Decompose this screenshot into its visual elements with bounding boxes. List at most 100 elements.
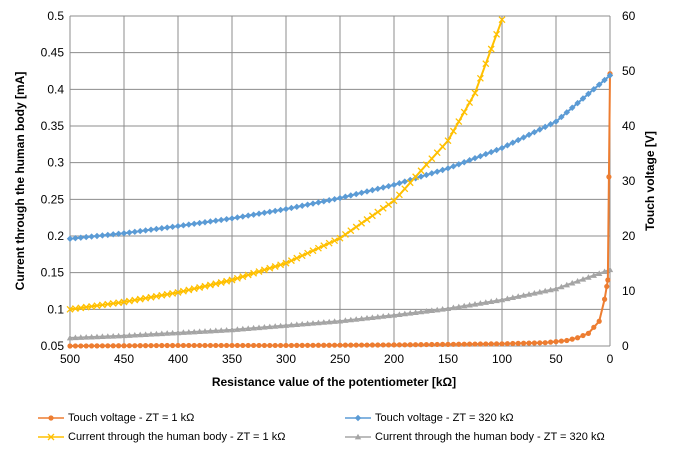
series-point — [126, 332, 133, 338]
series-point — [439, 143, 447, 151]
series-point — [201, 219, 209, 226]
series-point — [229, 342, 235, 349]
series-point — [190, 285, 198, 293]
series-point — [428, 307, 435, 313]
series-point — [104, 333, 111, 339]
series-point — [174, 222, 182, 230]
x-tick-label: 500 — [60, 352, 80, 366]
series-point — [569, 279, 576, 286]
y-left-tick-label: 0.3 — [47, 156, 64, 170]
series-point — [348, 342, 354, 348]
series-point — [585, 330, 592, 336]
x-tick-label: 400 — [168, 352, 188, 366]
series-point — [606, 72, 614, 79]
series-point — [461, 302, 468, 309]
y-left-tick-label: 0.1 — [47, 302, 64, 316]
series-point — [558, 113, 565, 121]
series-point — [326, 197, 333, 204]
series-point — [67, 343, 73, 349]
series-point — [520, 292, 527, 298]
series-point — [369, 186, 376, 194]
series-point — [542, 340, 548, 346]
series-point — [272, 207, 279, 215]
y-right-tick-label: 60 — [622, 9, 636, 23]
series-point — [542, 123, 549, 131]
series-point — [552, 285, 560, 292]
x-tick-label: 150 — [438, 352, 458, 366]
series-point — [575, 335, 581, 341]
y-left-tick-label: 0.15 — [41, 266, 65, 280]
series-point — [132, 343, 138, 349]
series-point — [429, 341, 435, 348]
series-point — [104, 231, 111, 239]
series-point — [332, 342, 338, 348]
series-point — [536, 288, 543, 295]
series-point — [364, 342, 370, 348]
series-point — [439, 166, 446, 174]
series-point — [407, 342, 413, 348]
series-point — [163, 290, 171, 298]
series-point — [83, 233, 90, 241]
series-point — [390, 181, 398, 189]
series-point — [531, 290, 538, 296]
series-4 — [66, 266, 614, 341]
series-point — [180, 329, 187, 335]
series-point — [77, 304, 85, 312]
series-point — [386, 342, 392, 348]
series-point — [325, 239, 333, 247]
series-point — [331, 237, 339, 245]
series-point — [580, 332, 586, 339]
series-point — [159, 342, 165, 349]
series-point — [471, 89, 479, 97]
series-point — [137, 331, 144, 338]
series-point — [596, 270, 603, 276]
series-point — [169, 223, 176, 231]
series-point — [304, 320, 311, 327]
series-point — [353, 316, 360, 322]
y-left-tick-label: 0.2 — [47, 229, 64, 243]
series-point — [309, 320, 317, 326]
series-point — [358, 219, 366, 227]
series-point — [191, 342, 197, 349]
series-point — [563, 109, 570, 116]
series-point — [234, 326, 241, 332]
series-point — [450, 163, 457, 170]
series-point — [467, 341, 473, 347]
y-left-tick-label: 0.5 — [47, 9, 64, 23]
series-point — [401, 310, 408, 317]
series-point — [126, 229, 133, 236]
series-point — [218, 327, 225, 333]
series-point — [368, 212, 376, 220]
series-point — [428, 170, 435, 177]
series-point — [147, 226, 155, 233]
series-point — [94, 343, 100, 349]
series-point — [347, 227, 355, 235]
series-point — [180, 342, 186, 349]
series-point — [185, 329, 192, 335]
series-point — [315, 342, 321, 348]
series-point — [93, 232, 101, 240]
series-point — [439, 306, 446, 312]
series-point — [99, 333, 106, 340]
series-point — [255, 268, 263, 276]
series-point — [143, 343, 149, 349]
series-point — [115, 299, 123, 307]
series-point — [77, 234, 84, 241]
series-point — [293, 321, 300, 327]
series-point — [267, 342, 273, 349]
series-point — [99, 232, 106, 239]
series-point — [228, 276, 236, 284]
series-point — [352, 223, 360, 231]
series-point — [213, 342, 219, 349]
series-point — [78, 343, 84, 349]
series-point — [282, 259, 290, 267]
y-right-axis-title: Touch voltage [V] — [643, 131, 657, 231]
series-point — [358, 315, 365, 322]
y-right-tick-label: 50 — [622, 64, 636, 78]
series-point — [66, 235, 74, 242]
series-point — [553, 339, 559, 345]
series-point — [456, 341, 462, 347]
series-point — [521, 340, 527, 346]
series-point — [212, 280, 220, 288]
series-point — [66, 334, 74, 341]
